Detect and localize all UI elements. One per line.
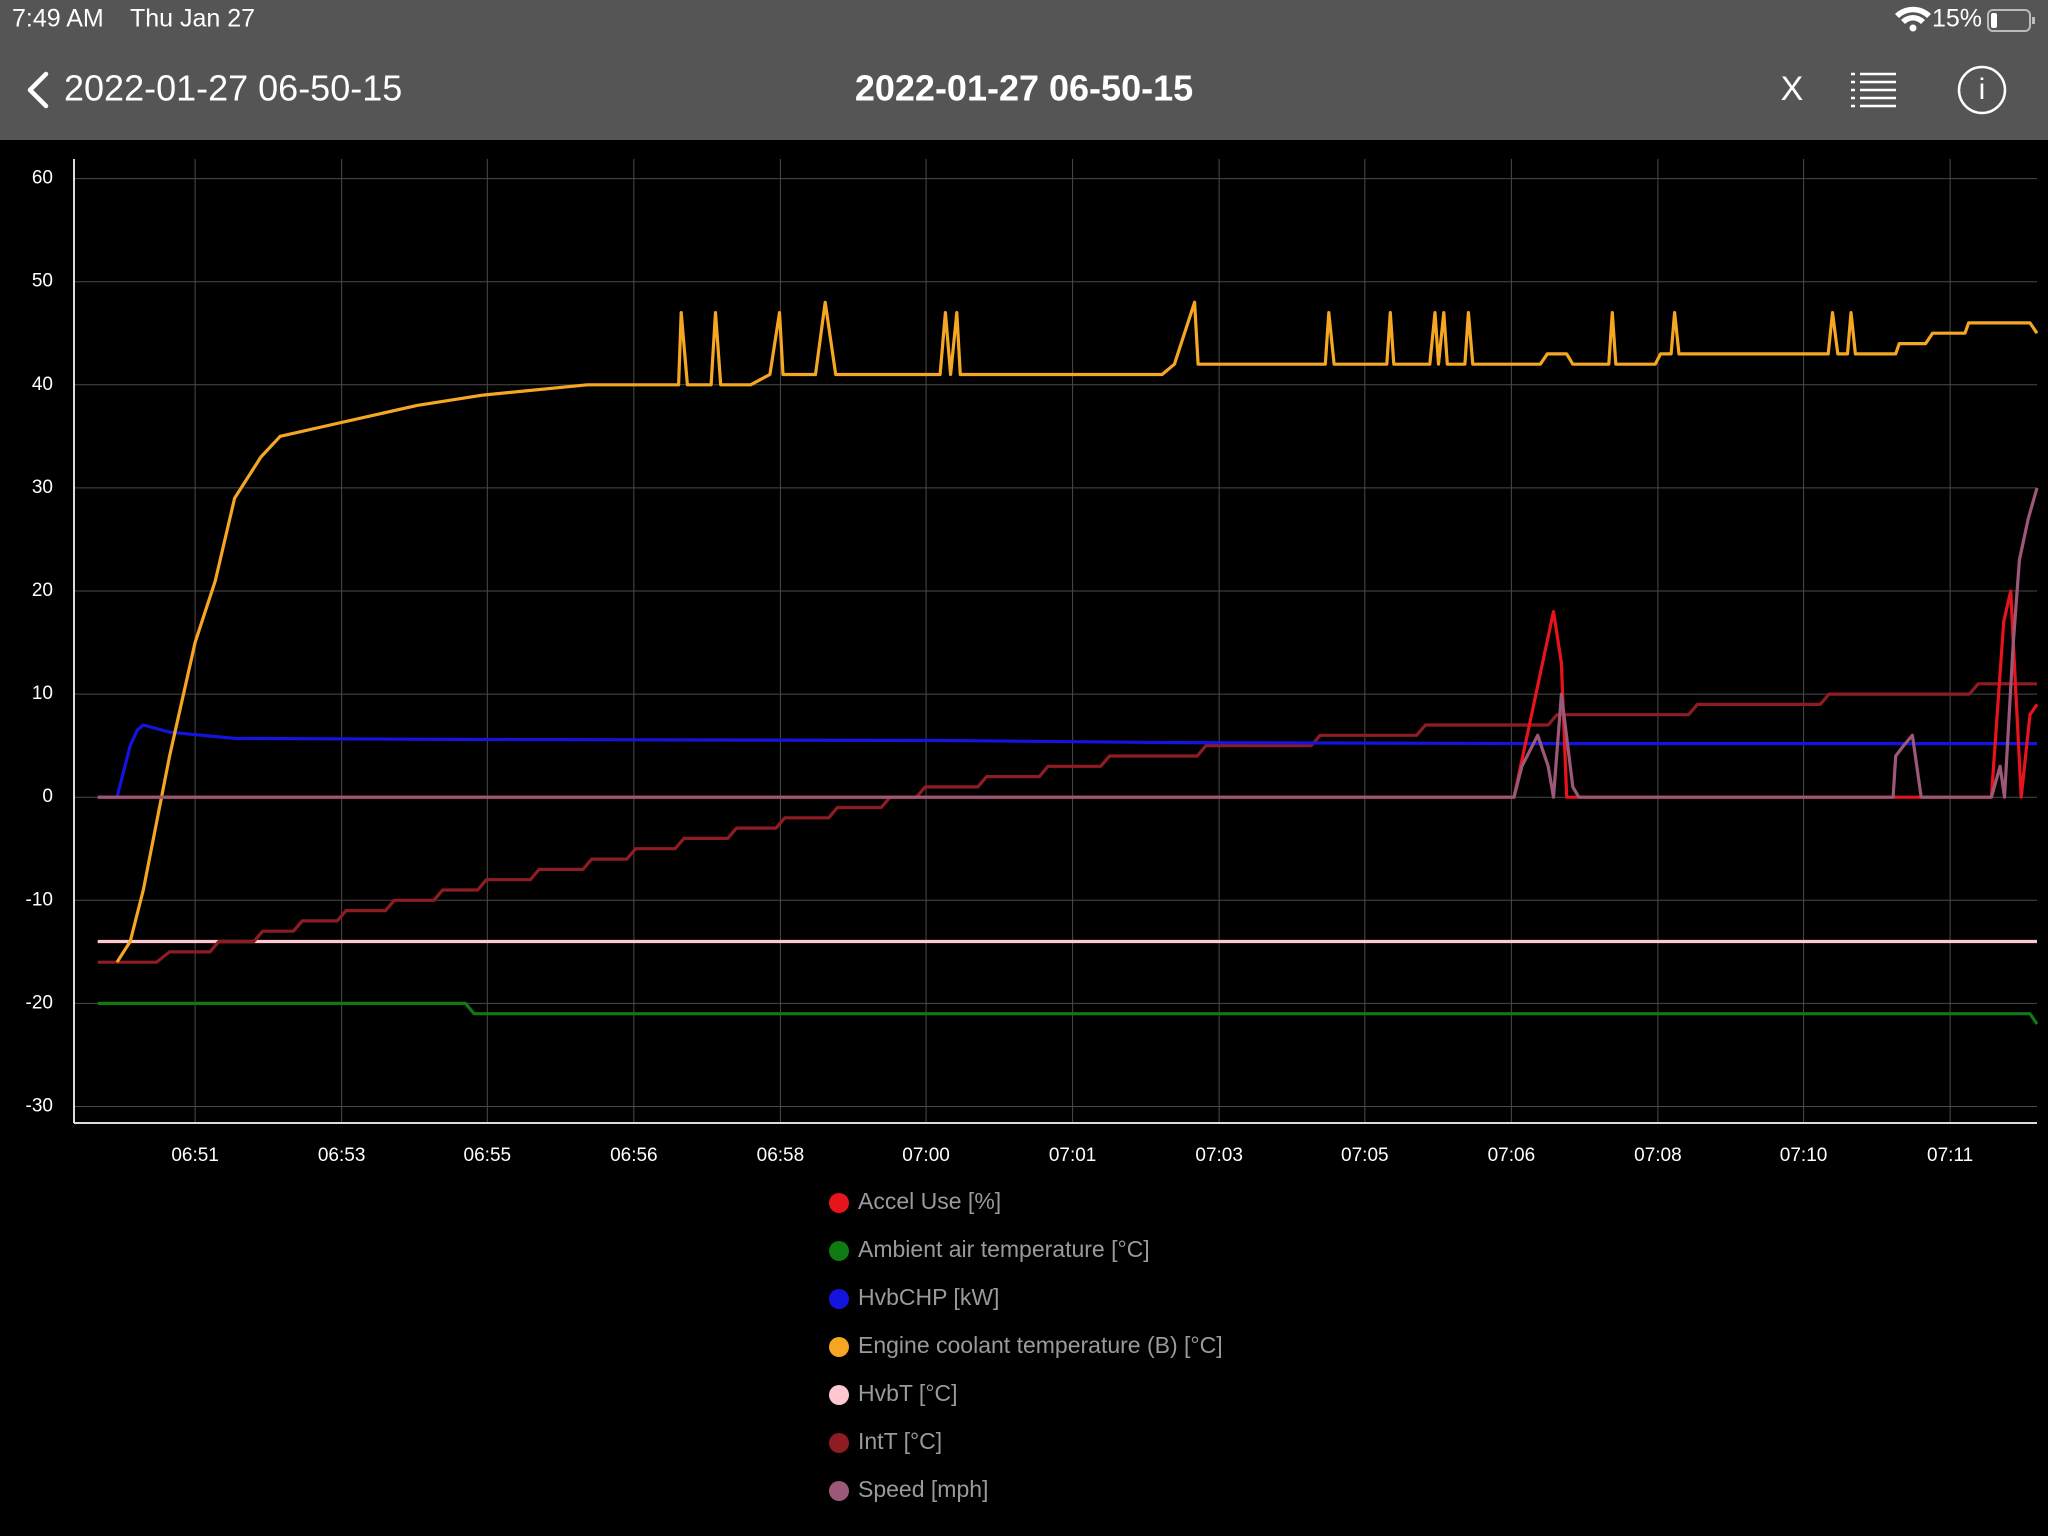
battery-percent: 15% bbox=[1932, 5, 1982, 33]
y-tick-label: 20 bbox=[32, 580, 53, 601]
x-tick-label: 07:00 bbox=[902, 1145, 950, 1166]
nav-background bbox=[0, 0, 2048, 140]
series-line bbox=[97, 682, 2037, 964]
back-chevron[interactable] bbox=[27, 71, 49, 109]
x-tick-label: 06:51 bbox=[171, 1145, 219, 1166]
legend-swatch bbox=[829, 1385, 849, 1405]
y-tick-label: -10 bbox=[26, 889, 53, 910]
series-line bbox=[115, 300, 2039, 964]
series-line bbox=[97, 487, 2039, 799]
x-tick-label: 07:05 bbox=[1341, 1145, 1389, 1166]
y-tick-label: -30 bbox=[26, 1096, 53, 1117]
info-label[interactable]: i bbox=[1979, 73, 1986, 106]
x-tick-label: 07:06 bbox=[1488, 1145, 1536, 1166]
y-tick-label: 10 bbox=[32, 683, 53, 704]
x-tick-label: 07:03 bbox=[1195, 1145, 1243, 1166]
x-tick-label: 06:55 bbox=[464, 1145, 512, 1166]
legend-label: HvbT [°C] bbox=[858, 1380, 958, 1406]
y-tick-label: 30 bbox=[32, 477, 53, 498]
legend-swatch bbox=[829, 1289, 849, 1309]
battery-icon bbox=[1987, 9, 2035, 32]
x-tick-label: 07:11 bbox=[1927, 1145, 1973, 1166]
x-tick-label: 06:58 bbox=[757, 1145, 805, 1166]
legend-swatch bbox=[829, 1433, 849, 1453]
back-label[interactable]: 2022-01-27 06-50-15 bbox=[64, 68, 402, 109]
legend-swatch bbox=[829, 1481, 849, 1501]
legend-swatch bbox=[829, 1193, 849, 1213]
legend-label: Speed [mph] bbox=[858, 1476, 988, 1502]
x-tick-label: 06:53 bbox=[318, 1145, 366, 1166]
legend-label: HvbCHP [kW] bbox=[858, 1284, 999, 1310]
legend-label: Engine coolant temperature (B) [°C] bbox=[858, 1332, 1223, 1358]
legend-label: Accel Use [%] bbox=[858, 1188, 1001, 1214]
list-button[interactable] bbox=[1851, 72, 1896, 108]
status-date: Thu Jan 27 bbox=[130, 5, 255, 33]
y-tick-label: 60 bbox=[32, 168, 53, 189]
y-tick-label: 50 bbox=[32, 271, 53, 292]
close-button[interactable]: X bbox=[1781, 70, 1804, 108]
series-line bbox=[97, 1001, 2039, 1025]
x-tick-label: 07:01 bbox=[1049, 1145, 1097, 1166]
y-tick-label: 0 bbox=[42, 786, 53, 807]
x-tick-label: 07:10 bbox=[1780, 1145, 1828, 1166]
x-tick-label: 07:08 bbox=[1634, 1145, 1682, 1166]
wifi-icon bbox=[1895, 6, 1931, 32]
legend-swatch bbox=[829, 1337, 849, 1357]
nav-title: 2022-01-27 06-50-15 bbox=[855, 68, 1193, 109]
status-time: 7:49 AM bbox=[12, 5, 104, 33]
legend-label: Ambient air temperature [°C] bbox=[858, 1236, 1150, 1262]
y-tick-label: 40 bbox=[32, 374, 53, 395]
y-tick-label: -20 bbox=[26, 992, 53, 1013]
info-button[interactable] bbox=[1957, 65, 2007, 115]
x-tick-label: 06:56 bbox=[610, 1145, 658, 1166]
legend-swatch bbox=[829, 1241, 849, 1261]
series-line bbox=[97, 723, 2037, 799]
legend-label: IntT [°C] bbox=[858, 1428, 942, 1454]
